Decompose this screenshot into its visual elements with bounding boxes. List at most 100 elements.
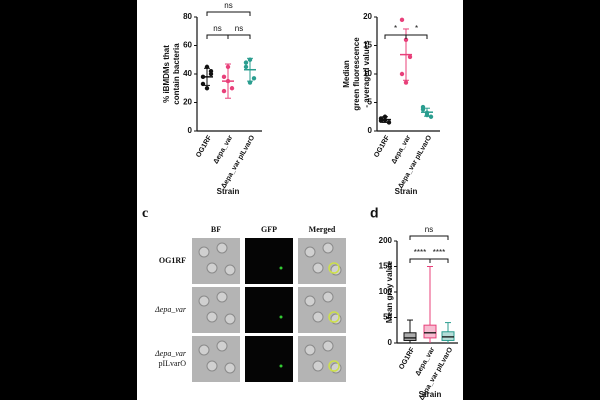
y-tick-label: 100 <box>379 287 393 296</box>
y-tick-label: 40 <box>183 69 192 78</box>
cell <box>304 246 316 258</box>
box <box>423 324 437 339</box>
gfp-spot <box>328 262 340 274</box>
gfp-spot <box>279 266 283 270</box>
y-axis-label: contain bacteria <box>172 43 181 105</box>
y-tick-label: 150 <box>379 262 393 271</box>
data-point <box>221 88 227 94</box>
gfp-spot <box>279 364 283 368</box>
significance-bracket <box>206 11 251 16</box>
significance-label: ns <box>224 1 232 10</box>
y-axis-label: % iBMDMs that <box>162 45 171 103</box>
y-tick-label: 0 <box>188 126 193 135</box>
row-label: Δepa_var <box>154 305 187 314</box>
cell <box>312 360 324 372</box>
micro-image <box>245 287 293 333</box>
gfp-spot <box>279 315 283 319</box>
row-label: Δepa_var <box>154 349 187 358</box>
y-axis-label: Median <box>342 60 351 88</box>
data-point <box>229 86 235 91</box>
y-axis-label: - averaged values <box>362 40 371 108</box>
column-header: GFP <box>261 225 277 234</box>
data-point <box>243 60 249 65</box>
cell <box>322 242 334 254</box>
data-point <box>428 114 434 119</box>
significance-label: * <box>415 24 418 33</box>
significance-label: ns <box>425 225 433 234</box>
significance-label: **** <box>414 248 426 257</box>
micro-image <box>298 336 346 382</box>
significance-label: **** <box>433 248 445 257</box>
gfp-spot <box>328 360 340 372</box>
cell <box>304 295 316 307</box>
data-point <box>386 120 392 125</box>
cell <box>206 360 218 372</box>
y-axis-label: Mean gray value <box>385 260 394 323</box>
row-label: pILvarO <box>158 359 186 368</box>
gfp-spot <box>328 311 340 323</box>
cell <box>216 242 228 254</box>
y-tick-label: 0 <box>368 126 373 135</box>
y-tick-label: 80 <box>183 12 192 21</box>
significance-label: ns <box>213 24 221 33</box>
x-axis-label: Strain <box>217 187 240 196</box>
significance-bracket <box>429 258 449 263</box>
panel-letter: c <box>142 206 148 221</box>
cell <box>216 291 228 303</box>
cell <box>198 246 210 258</box>
cell <box>224 264 236 276</box>
micro-image <box>245 336 293 382</box>
data-point <box>243 64 249 70</box>
y-axis-label: green fluorescence <box>352 37 361 111</box>
cell <box>198 295 210 307</box>
data-point <box>221 74 227 80</box>
x-axis-label: Strain <box>395 187 418 196</box>
micro-image <box>245 238 293 284</box>
significance-bracket <box>409 235 449 240</box>
y-tick-label: 10 <box>363 69 372 78</box>
box <box>441 331 455 341</box>
micro-image <box>298 287 346 333</box>
data-point <box>208 68 214 74</box>
y-tick-label: 20 <box>183 98 192 107</box>
cell <box>224 362 236 374</box>
cell <box>312 311 324 323</box>
cell <box>322 340 334 352</box>
data-point <box>399 71 405 77</box>
y-tick-label: 15 <box>363 41 372 50</box>
panel-letter: d <box>370 205 379 221</box>
y-tick-label: 20 <box>363 12 372 21</box>
micro-image <box>192 336 240 382</box>
x-axis-label: Strain <box>419 390 442 399</box>
cell <box>304 344 316 356</box>
y-tick-label: 0 <box>388 338 393 347</box>
cell <box>216 340 228 352</box>
cell <box>206 311 218 323</box>
data-point <box>399 17 405 23</box>
figure-background <box>137 0 463 400</box>
data-point <box>407 54 413 60</box>
row-label: OG1RF <box>159 256 186 265</box>
column-header: BF <box>211 225 221 234</box>
cell <box>322 291 334 303</box>
y-tick-label: 5 <box>368 98 373 107</box>
significance-bracket <box>405 34 428 39</box>
data-point <box>251 76 257 81</box>
data-point <box>403 80 409 85</box>
y-tick-label: 60 <box>183 41 192 50</box>
data-point <box>204 86 210 91</box>
cell <box>198 344 210 356</box>
significance-label: * <box>394 24 397 33</box>
cell <box>224 313 236 325</box>
y-tick-label: 200 <box>379 236 393 245</box>
column-header: Merged <box>309 225 336 234</box>
significance-label: ns <box>235 24 243 33</box>
box <box>403 332 417 341</box>
significance-bracket <box>227 34 251 39</box>
y-tick-label: 50 <box>383 313 392 322</box>
micro-image <box>298 238 346 284</box>
micro-image <box>192 287 240 333</box>
cell <box>312 262 324 274</box>
